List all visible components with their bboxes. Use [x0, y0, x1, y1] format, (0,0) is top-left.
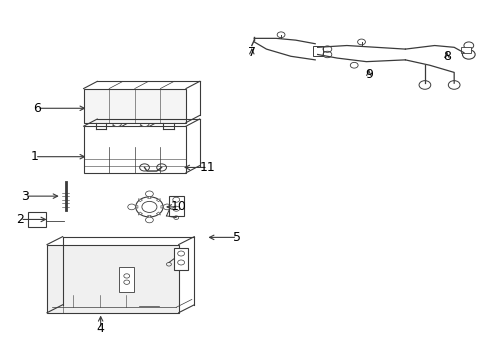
- Text: 11: 11: [200, 161, 215, 174]
- Text: 6: 6: [33, 102, 41, 115]
- Polygon shape: [168, 196, 183, 216]
- Polygon shape: [47, 244, 178, 313]
- Text: 9: 9: [364, 68, 372, 81]
- Circle shape: [145, 217, 153, 223]
- Text: 3: 3: [21, 190, 29, 203]
- Polygon shape: [161, 206, 165, 208]
- Text: 1: 1: [31, 150, 39, 163]
- Circle shape: [136, 197, 163, 217]
- Text: 8: 8: [442, 50, 450, 63]
- Polygon shape: [27, 212, 46, 226]
- Polygon shape: [112, 123, 127, 126]
- Polygon shape: [133, 206, 138, 208]
- Polygon shape: [119, 267, 134, 292]
- Polygon shape: [138, 199, 142, 202]
- Polygon shape: [138, 212, 142, 215]
- Polygon shape: [147, 215, 151, 219]
- Polygon shape: [147, 195, 151, 198]
- Text: 4: 4: [97, 322, 104, 335]
- Text: 7: 7: [247, 46, 255, 59]
- Polygon shape: [156, 212, 160, 215]
- Text: 2: 2: [16, 213, 24, 226]
- Polygon shape: [140, 123, 155, 126]
- Text: 5: 5: [233, 231, 241, 244]
- Circle shape: [140, 120, 149, 127]
- Circle shape: [113, 120, 122, 127]
- Text: 10: 10: [170, 201, 186, 213]
- Polygon shape: [83, 89, 185, 123]
- Circle shape: [127, 204, 135, 210]
- Circle shape: [163, 204, 171, 210]
- Polygon shape: [461, 47, 470, 53]
- Polygon shape: [173, 248, 188, 270]
- Polygon shape: [156, 199, 160, 202]
- Circle shape: [145, 191, 153, 197]
